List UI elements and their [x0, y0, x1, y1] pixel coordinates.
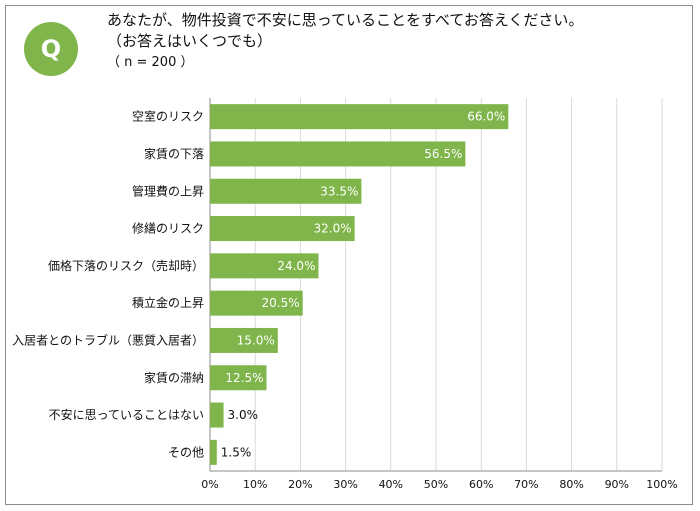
bar — [210, 104, 509, 130]
value-label: 32.0% — [314, 222, 352, 236]
bar — [210, 216, 355, 242]
x-tick-label: 100% — [646, 478, 677, 491]
category-label: 入居者とのトラブル（悪質入居者） — [12, 332, 204, 347]
x-tick-label: 10% — [243, 478, 267, 491]
bar — [210, 327, 278, 353]
bar — [210, 253, 319, 279]
value-label: 20.5% — [262, 296, 300, 310]
bar — [210, 141, 466, 167]
category-label: 家賃の下落 — [144, 146, 204, 161]
x-tick-label: 80% — [559, 478, 583, 491]
category-label: 価格下落のリスク（売却時） — [48, 258, 204, 273]
bar — [210, 290, 303, 316]
category-label: 管理費の上昇 — [132, 183, 204, 198]
x-tick-label: 90% — [605, 478, 629, 491]
bar — [210, 365, 267, 391]
value-label: 24.0% — [277, 259, 315, 273]
bar — [210, 402, 224, 428]
value-label: 1.5% — [221, 445, 252, 459]
category-label: 修繕のリスク — [132, 221, 204, 236]
x-tick-label: 40% — [379, 478, 403, 491]
value-label: 12.5% — [225, 371, 263, 385]
value-label: 3.0% — [228, 408, 259, 422]
category-label: 不安に思っていることはない — [49, 407, 204, 422]
value-label: 33.5% — [320, 184, 358, 198]
category-label: その他 — [168, 445, 204, 459]
value-label: 66.0% — [467, 110, 505, 124]
x-tick-label: 30% — [333, 478, 357, 491]
x-tick-label: 70% — [514, 478, 538, 491]
question-header: あなたが、物件投資で不安に思っていることをすべてお答えください。 （お答えはいく… — [107, 10, 667, 73]
bar — [210, 439, 217, 465]
question-text: あなたが、物件投資で不安に思っていることをすべてお答えください。 — [107, 11, 584, 29]
value-label: 56.5% — [424, 147, 462, 161]
x-tick-label: 60% — [469, 478, 493, 491]
bar — [210, 178, 362, 204]
value-label: 15.0% — [237, 333, 275, 347]
category-label: 空室のリスク — [132, 109, 204, 124]
x-tick-label: 50% — [424, 478, 448, 491]
question-badge: Q — [24, 22, 78, 76]
sample-size: （ n = 200 ） — [107, 55, 194, 70]
x-tick-label: 20% — [288, 478, 312, 491]
x-tick-label: 0% — [201, 478, 218, 491]
question-badge-letter: Q — [40, 35, 62, 63]
category-label: 家賃の滞納 — [144, 370, 204, 385]
chart-frame — [5, 5, 693, 505]
category-label: 積立金の上昇 — [132, 295, 204, 310]
question-note: （お答えはいくつでも） — [107, 32, 273, 50]
